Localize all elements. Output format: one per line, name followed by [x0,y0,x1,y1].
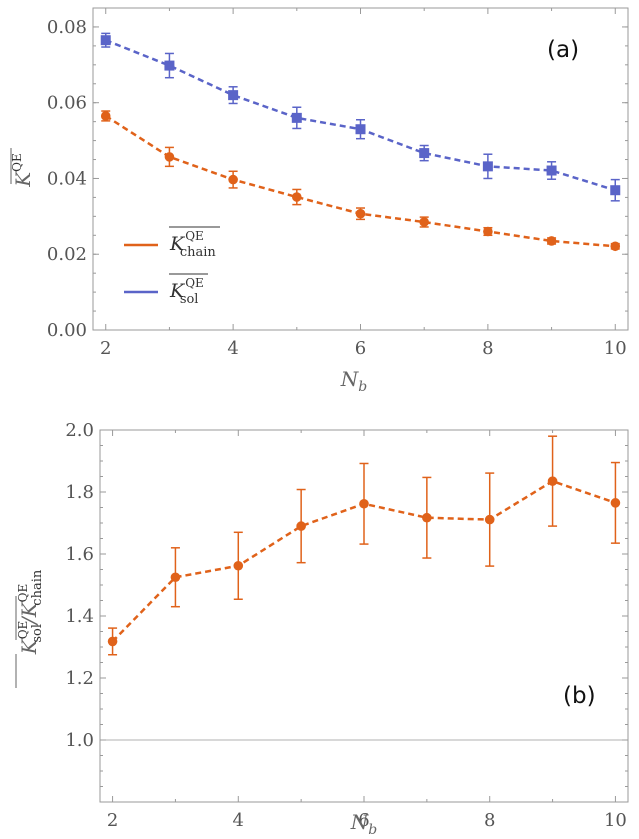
panel-b-series [107,435,621,656]
x-tick-label: 10 [604,338,627,359]
panel-b-x-label-sub: b [368,822,377,838]
data-point-ratio [233,560,244,571]
data-point-ratio [107,636,118,647]
legend-label-sol-sub: sol [180,292,199,307]
data-point-ratio [359,498,369,509]
panel-b-y-label-den-sup: QE [16,584,30,603]
panel-b: 1.01.21.41.61.82.0 2 4 6 8 10 (b) KQEsol/KQE… [15,420,629,838]
panel-b-y-label-num: K [17,638,41,655]
y-tick-label: 1.4 [65,606,94,627]
panel-b-y-ticks: 1.0 1.2 1.4 1.6 1.8 2.0 [65,420,628,803]
panel-a: 0.000.020.040.060.08 2 4 6 8 10 (a) KQE Nb K… [10,7,629,395]
panel-a-x-label: Nb [340,367,368,395]
data-point-K_sol [546,165,557,176]
panel-b-y-label-num-sup: QE [16,621,30,640]
x-tick-label: 2 [107,810,118,831]
y-tick-label: 1.6 [65,544,94,565]
data-point-K_chain [355,208,366,219]
x-tick-label: 2 [100,338,111,359]
data-point-K_chain [483,226,493,237]
panel-b-y-label-slash: / [17,615,41,626]
legend-label-chain-main: K [169,233,186,255]
data-point-ratio [547,476,558,486]
x-tick-label: 4 [233,810,244,831]
x-tick-label: 4 [227,338,238,359]
x-tick-label: 6 [355,338,366,359]
legend-label-sol-sup: QE [185,276,204,290]
data-point-K_sol [610,185,621,196]
data-point-ratio [296,521,306,531]
data-point-K_chain [546,236,557,246]
legend-label-sol: KQE sol [169,276,204,307]
x-tick-label: 6 [358,810,369,831]
data-point-K_sol [100,35,111,46]
series-line-K_sol [105,39,616,192]
panel-b-x-ticks: 2 4 6 8 10 [107,430,627,831]
data-point-K_sol [419,148,430,159]
data-point-K_sol [164,60,175,71]
y-tick-label: 1.0 [65,730,94,751]
data-point-K_sol [228,90,239,101]
panel-b-y-label-num-sub: sol [30,624,45,643]
data-point-K_chain [292,192,302,202]
y-tick-label: 1.2 [65,668,94,689]
data-point-ratio [422,512,432,523]
panel-b-y-label: KQEsol/KQEchain [15,569,45,688]
legend-label-chain-sup: QE [185,229,204,243]
data-point-K_chain [100,111,111,121]
panel-a-y-label-sup: QE [10,153,24,172]
y-tick-label: 0.06 [47,93,87,114]
legend-label-chain: KQE chain [169,229,216,260]
data-point-K_chain [610,241,621,252]
svg-text:KQE: KQE [10,153,35,188]
panel-b-x-label-main: N [350,810,370,834]
data-point-K_sol [482,161,493,172]
data-point-ratio [170,572,181,583]
data-point-K_sol [355,124,366,135]
y-tick-label: 0.02 [47,244,87,265]
data-point-K_chain [419,217,429,227]
y-tick-label: 0.08 [47,17,87,38]
y-tick-label: 0.00 [47,320,87,341]
panel-a-x-ticks: 2 4 6 8 10 [100,8,627,359]
y-tick-label: 1.8 [65,482,94,503]
legend-entry-sol: KQE sol [124,273,208,307]
svg-text:KQEsol/KQEchain: KQEsol/KQEchain [16,569,45,655]
x-tick-label: 10 [604,810,627,831]
data-point-ratio [484,514,495,525]
panel-a-y-label-main: K [11,171,35,188]
panel-b-label: (b) [563,683,596,709]
panel-a-y-ticks: 0.00 0.02 0.04 0.06 0.08 [47,7,628,341]
panel-a-x-label-main: N [340,367,360,391]
x-tick-label: 8 [482,338,493,359]
data-point-K_chain [164,152,175,162]
x-tick-label: 8 [484,810,495,831]
y-tick-label: 2.0 [65,420,94,441]
panel-b-y-label-den: K [17,601,41,618]
panel-a-y-label: KQE [10,148,35,188]
panel-a-x-label-sub: b [358,379,367,395]
data-point-ratio [610,498,621,508]
panel-b-y-label-den-sub: chain [30,569,45,606]
panel-a-legend: KQE chain KQE sol [124,226,220,307]
panel-b-x-label: Nb [350,810,378,838]
panel-a-label: (a) [547,37,579,63]
legend-label-chain-sub: chain [180,245,217,260]
data-point-K_chain [228,174,238,185]
y-tick-label: 0.04 [47,168,87,189]
panel-a-series [100,32,621,252]
legend-entry-chain: KQE chain [124,226,220,260]
legend-label-sol-main: K [169,280,186,302]
data-point-K_sol [291,112,302,123]
